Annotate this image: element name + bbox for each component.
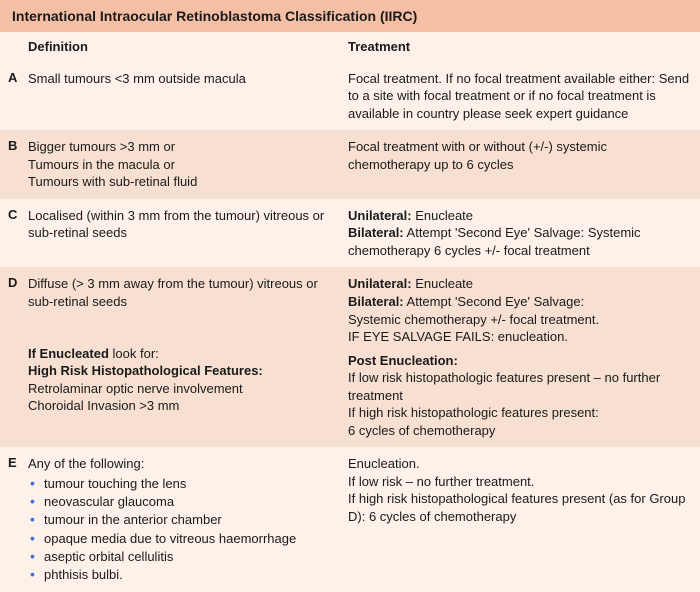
hrhf-label-text: High Risk Histopathological Features: xyxy=(28,363,263,378)
treatment-text: If high risk histopathologic features pr… xyxy=(348,404,690,422)
definition-text: Diffuse (> 3 mm away from the tumour) vi… xyxy=(28,275,334,310)
post-enucleation-label: Post Enucleation: xyxy=(348,352,690,370)
table-title: International Intraocular Retinoblastoma… xyxy=(0,0,700,32)
group-letter: B xyxy=(0,138,28,191)
definition-cell: Small tumours <3 mm outside macula xyxy=(28,70,348,123)
bilateral-text: Attempt 'Second Eye' Salvage: xyxy=(404,294,585,309)
enucleated-label: If Enucleated xyxy=(28,346,109,361)
header-treatment: Treatment xyxy=(348,38,700,56)
unilateral-label: Unilateral: xyxy=(348,208,412,223)
list-item: tumour touching the lens xyxy=(30,475,334,493)
group-letter: D xyxy=(0,275,28,439)
table-row: C Localised (within 3 mm from the tumour… xyxy=(0,199,700,268)
treatment-text: If low risk histopathologic features pre… xyxy=(348,369,690,404)
group-letter: C xyxy=(0,207,28,260)
iirc-table: International Intraocular Retinoblastoma… xyxy=(0,0,700,592)
treatment-text: If low risk – no further treatment. xyxy=(348,473,690,491)
header-definition: Definition xyxy=(28,38,348,56)
list-item: neovascular glaucoma xyxy=(30,493,334,511)
treatment-cell: Focal treatment. If no focal treatment a… xyxy=(348,70,700,123)
treatment-cell: Unilateral: Enucleate Bilateral: Attempt… xyxy=(348,275,700,439)
treatment-text: Focal treatment with or without (+/-) sy… xyxy=(348,138,690,173)
group-letter: A xyxy=(0,70,28,123)
list-item: phthisis bulbi. xyxy=(30,566,334,584)
bilateral-label: Bilateral: xyxy=(348,225,404,240)
definition-text: Bigger tumours >3 mm or xyxy=(28,138,334,156)
treatment-bilateral: Bilateral: Attempt 'Second Eye' Salvage:… xyxy=(348,224,690,259)
table-row: D Diffuse (> 3 mm away from the tumour) … xyxy=(0,267,700,447)
definition-bullet-list: tumour touching the lens neovascular gla… xyxy=(28,475,334,584)
treatment-text: IF EYE SALVAGE FAILS: enucleation. xyxy=(348,328,690,346)
table-row: A Small tumours <3 mm outside macula Foc… xyxy=(0,62,700,131)
post-enucleation-label-text: Post Enucleation: xyxy=(348,353,458,368)
table-row: B Bigger tumours >3 mm or Tumours in the… xyxy=(0,130,700,199)
treatment-cell: Unilateral: Enucleate Bilateral: Attempt… xyxy=(348,207,700,260)
treatment-text: If high risk histopathological features … xyxy=(348,490,690,525)
enucleated-suffix: look for: xyxy=(109,346,159,361)
treatment-text: Focal treatment. If no focal treatment a… xyxy=(348,70,690,123)
treatment-cell: Enucleation. If low risk – no further tr… xyxy=(348,455,700,584)
list-item: tumour in the anterior chamber xyxy=(30,511,334,529)
definition-cell: Localised (within 3 mm from the tumour) … xyxy=(28,207,348,260)
group-letter: E xyxy=(0,455,28,584)
definition-cell: Bigger tumours >3 mm or Tumours in the m… xyxy=(28,138,348,191)
definition-intro: Any of the following: xyxy=(28,455,334,473)
definition-text: Small tumours <3 mm outside macula xyxy=(28,70,334,88)
definition-text: Tumours in the macula or xyxy=(28,156,334,174)
unilateral-text: Enucleate xyxy=(412,208,473,223)
list-item: opaque media due to vitreous haemorrhage xyxy=(30,530,334,548)
unilateral-text: Enucleate xyxy=(412,276,473,291)
bilateral-label: Bilateral: xyxy=(348,294,404,309)
hrhf-item: Retrolaminar optic nerve involvement xyxy=(28,380,334,398)
treatment-bilateral: Bilateral: Attempt 'Second Eye' Salvage: xyxy=(348,293,690,311)
list-item: aseptic orbital cellulitis xyxy=(30,548,334,566)
treatment-text: Systemic chemotherapy +/- focal treatmen… xyxy=(348,311,690,329)
treatment-text: Enucleation. xyxy=(348,455,690,473)
definition-text: Tumours with sub-retinal fluid xyxy=(28,173,334,191)
enucleated-line: If Enucleated look for: xyxy=(28,345,334,363)
unilateral-label: Unilateral: xyxy=(348,276,412,291)
table-row: E Any of the following: tumour touching … xyxy=(0,447,700,592)
treatment-text: 6 cycles of chemotherapy xyxy=(348,422,690,440)
treatment-unilateral: Unilateral: Enucleate xyxy=(348,207,690,225)
definition-cell: Diffuse (> 3 mm away from the tumour) vi… xyxy=(28,275,348,439)
hrhf-item: Choroidal Invasion >3 mm xyxy=(28,397,334,415)
treatment-cell: Focal treatment with or without (+/-) sy… xyxy=(348,138,700,191)
definition-cell: Any of the following: tumour touching th… xyxy=(28,455,348,584)
header-letter-cell xyxy=(0,38,28,56)
table-header-row: Definition Treatment xyxy=(0,32,700,62)
treatment-unilateral: Unilateral: Enucleate xyxy=(348,275,690,293)
definition-text: Localised (within 3 mm from the tumour) … xyxy=(28,207,334,242)
hrhf-label: High Risk Histopathological Features: xyxy=(28,362,334,380)
